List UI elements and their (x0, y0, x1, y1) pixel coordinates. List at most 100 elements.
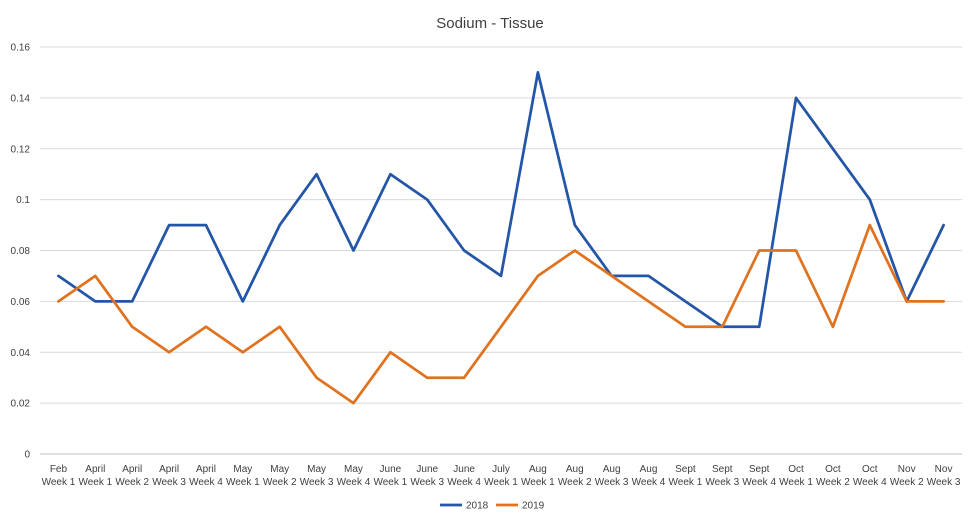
x-tick-label-line2: Week 3 (927, 477, 961, 488)
data-point-2018 (94, 300, 96, 302)
y-tick-label: 0 (24, 450, 30, 461)
legend-label-2019: 2019 (522, 501, 545, 512)
series-line-2018 (57, 71, 945, 329)
x-tick-label-line1: May (270, 464, 289, 475)
data-point-2019 (94, 275, 96, 277)
data-point-2018 (832, 148, 834, 150)
x-tick-label-line2: Week 4 (632, 477, 666, 488)
chart-title: Sodium - Tissue (436, 15, 544, 32)
x-tick-label-line1: Oct (862, 464, 878, 475)
data-point-2019 (758, 249, 760, 251)
gridlines (40, 46, 962, 455)
y-tick-label: 0.1 (16, 195, 30, 206)
x-tick-label-line1: April (196, 464, 216, 475)
data-point-2018 (647, 275, 649, 277)
x-tick-label-line2: Week 2 (816, 477, 850, 488)
data-point-2019 (463, 376, 465, 378)
x-tick-label-line2: Week 3 (705, 477, 739, 488)
data-point-2018 (684, 300, 686, 302)
data-point-2019 (500, 326, 502, 328)
data-point-2019 (57, 300, 59, 302)
x-tick-label-line1: July (492, 464, 510, 475)
x-tick-label-line2: Week 3 (152, 477, 186, 488)
data-point-2019 (610, 275, 612, 277)
x-tick-label-line2: Week 4 (337, 477, 371, 488)
data-point-2018 (315, 173, 317, 175)
legend-label-2018: 2018 (466, 501, 489, 512)
x-tick-label-line2: Week 3 (410, 477, 444, 488)
x-tick-label-line2: Week 3 (595, 477, 629, 488)
x-tick-label-line2: Week 1 (779, 477, 813, 488)
data-point-2018 (205, 224, 207, 226)
data-point-2019 (574, 249, 576, 251)
x-tick-label-line1: Aug (640, 464, 658, 475)
x-tick-label-line1: June (453, 464, 475, 475)
data-point-2019 (795, 249, 797, 251)
data-point-2018 (389, 173, 391, 175)
y-tick-label: 0.08 (11, 246, 31, 257)
data-point-2018 (463, 249, 465, 251)
x-tick-label-line1: June (416, 464, 438, 475)
y-tick-label: 0.04 (11, 348, 31, 359)
y-tick-label: 0.02 (11, 399, 31, 410)
x-tick-label-line2: Week 4 (853, 477, 887, 488)
data-point-2018 (242, 300, 244, 302)
data-point-2019 (647, 300, 649, 302)
data-point-2019 (942, 300, 944, 302)
x-tick-label-line2: Week 1 (226, 477, 260, 488)
y-tick-label: 0.12 (11, 144, 31, 155)
x-tick-label-line2: Week 1 (42, 477, 76, 488)
x-tick-label-line2: Week 4 (189, 477, 223, 488)
data-point-2018 (795, 97, 797, 99)
data-point-2018 (279, 224, 281, 226)
x-tick-label-line2: Week 1 (669, 477, 703, 488)
x-tick-label-line1: May (307, 464, 326, 475)
x-tick-label-line1: Nov (898, 464, 916, 475)
data-point-2018 (537, 71, 539, 73)
x-tick-label-line1: Aug (566, 464, 584, 475)
data-point-2018 (426, 198, 428, 200)
data-point-2018 (352, 249, 354, 251)
x-tick-label-line2: Week 3 (300, 477, 334, 488)
x-tick-label-line2: Week 2 (115, 477, 149, 488)
x-tick-label-line2: Week 1 (521, 477, 555, 488)
data-point-2019 (721, 326, 723, 328)
data-point-2019 (389, 351, 391, 353)
data-point-2018 (942, 224, 944, 226)
series-lines (57, 71, 945, 405)
x-tick-label-line1: April (159, 464, 179, 475)
data-point-2019 (168, 351, 170, 353)
data-point-2018 (168, 224, 170, 226)
x-tick-label-line2: Week 1 (484, 477, 518, 488)
x-tick-label-line1: Aug (529, 464, 547, 475)
x-tick-label-line2: Week 2 (890, 477, 924, 488)
data-point-2019 (537, 275, 539, 277)
data-point-2019 (684, 326, 686, 328)
x-tick-label-line1: May (233, 464, 252, 475)
legend: 2018 2019 (440, 501, 545, 512)
y-axis-ticks: 0 0.02 0.04 0.06 0.08 0.1 0.12 0.14 0.16 (11, 43, 31, 461)
x-tick-label-line2: Week 4 (742, 477, 776, 488)
x-tick-label-line2: Week 4 (447, 477, 481, 488)
data-point-2019 (205, 326, 207, 328)
x-tick-label-line1: Sept (749, 464, 770, 475)
x-tick-label-line1: Aug (603, 464, 621, 475)
data-point-2018 (869, 198, 871, 200)
y-tick-label: 0.06 (11, 297, 31, 308)
data-point-2018 (131, 300, 133, 302)
data-point-2019 (832, 326, 834, 328)
x-tick-label-line1: June (380, 464, 402, 475)
data-point-2018 (500, 275, 502, 277)
x-tick-label-line1: Oct (788, 464, 804, 475)
x-tick-label-line2: Week 2 (263, 477, 297, 488)
data-point-2019 (131, 326, 133, 328)
x-tick-label-line1: Nov (935, 464, 953, 475)
data-point-2019 (315, 376, 317, 378)
data-point-2019 (242, 351, 244, 353)
x-tick-label-line1: April (122, 464, 142, 475)
y-tick-label: 0.14 (11, 93, 31, 104)
series-line-2019 (57, 223, 945, 405)
x-tick-label-line1: Oct (825, 464, 841, 475)
